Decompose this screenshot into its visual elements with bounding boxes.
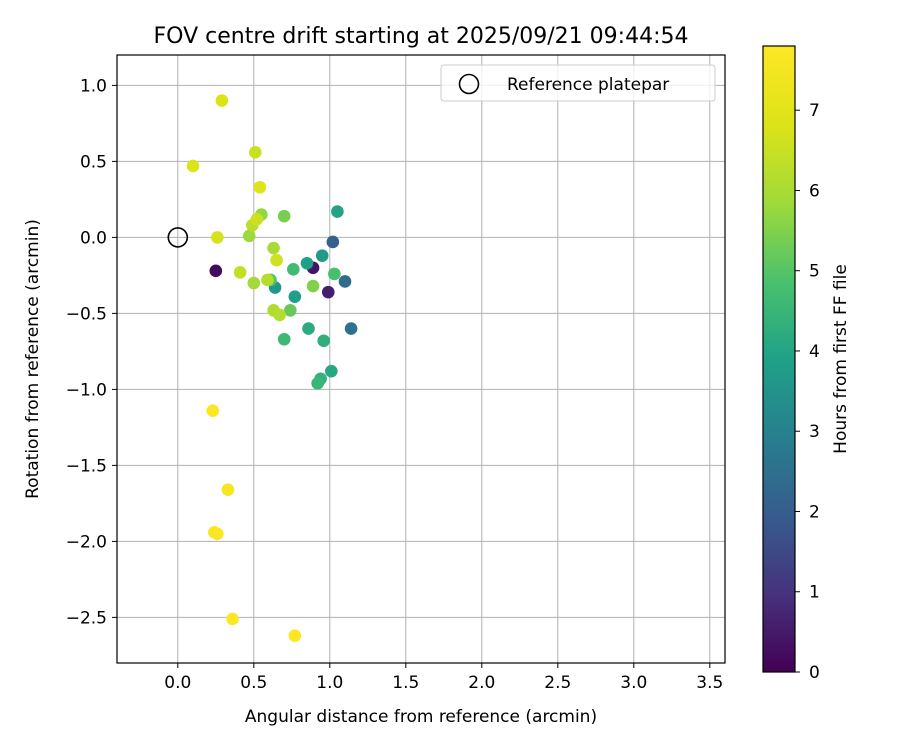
x-axis-label: Angular distance from reference (arcmin): [245, 707, 597, 727]
data-point: [215, 94, 229, 107]
colorbar-gradient: [762, 45, 796, 673]
data-point: [326, 235, 340, 249]
colorbar-ticks: 0 1 2 3 4 5 6 7: [795, 101, 820, 683]
y-tick-label: −2.0: [66, 532, 107, 552]
colorbar-tick-label: 4: [809, 342, 820, 362]
legend-label: Reference platepar: [507, 75, 669, 95]
y-axis-ticks: 1.0 0.5 0.0 −0.5 −1.0 −1.5 −2.0 −2.5: [66, 76, 117, 628]
y-tick-label: 0.5: [80, 152, 107, 172]
colorbar-tick-label: 7: [809, 101, 820, 121]
data-point: [221, 483, 235, 497]
data-point: [273, 308, 286, 322]
colorbar: 0 1 2 3 4 5 6 7 Hours from first FF file: [762, 45, 851, 683]
data-point: [186, 159, 200, 173]
data-point: [250, 212, 264, 226]
grid-lines: [117, 55, 725, 663]
colorbar-label: Hours from first FF file: [831, 264, 851, 454]
colorbar-tick-label: 0: [809, 663, 820, 683]
data-point: [249, 145, 262, 159]
y-tick-label: 0.0: [80, 228, 107, 248]
x-axis-ticks: 0.0 0.5 1.0 1.5 2.0 2.5 3.0 3.5: [164, 663, 723, 693]
data-point: [277, 209, 291, 223]
data-point: [206, 404, 220, 417]
x-tick-label: 2.5: [544, 673, 571, 693]
data-point: [211, 231, 224, 244]
data-point: [311, 377, 324, 390]
data-point: [287, 263, 300, 276]
chart-title: FOV centre drift starting at 2025/09/21 …: [154, 24, 689, 49]
data-point: [247, 276, 261, 290]
x-tick-label: 0.5: [240, 673, 267, 693]
data-point: [315, 249, 329, 262]
data-point: [211, 527, 224, 541]
x-tick-label: 1.5: [392, 673, 419, 693]
y-axis-label: Rotation from reference (arcmin): [23, 219, 43, 499]
data-point: [321, 285, 335, 299]
data-point: [270, 253, 283, 267]
colorbar-tick-label: 1: [809, 583, 820, 603]
data-point: [253, 180, 267, 194]
data-point: [226, 612, 239, 626]
data-point: [317, 334, 331, 348]
x-tick-label: 3.0: [620, 673, 647, 693]
data-point: [302, 322, 315, 335]
data-point: [267, 241, 280, 255]
y-tick-label: 1.0: [80, 76, 107, 96]
data-point: [233, 266, 247, 279]
data-point: [306, 279, 320, 293]
x-tick-label: 0.0: [164, 673, 191, 693]
colorbar-tick-label: 3: [809, 422, 820, 442]
x-tick-label: 3.5: [696, 673, 723, 693]
data-point: [344, 322, 358, 335]
data-point: [328, 267, 341, 281]
scatter-points: [186, 94, 358, 642]
legend-marker-icon: [458, 73, 480, 95]
y-tick-label: −1.5: [66, 456, 107, 476]
data-point: [242, 229, 256, 243]
plot-area-frame: [116, 54, 726, 664]
data-point: [283, 304, 297, 317]
colorbar-tick-label: 2: [809, 502, 820, 522]
data-point: [288, 629, 302, 642]
data-point: [288, 290, 302, 303]
y-tick-label: −1.0: [66, 380, 107, 400]
data-point: [261, 273, 274, 287]
colorbar-tick-label: 5: [809, 262, 820, 282]
data-point: [300, 256, 314, 270]
y-tick-label: −2.5: [66, 608, 107, 628]
data-point: [331, 205, 344, 218]
x-tick-label: 2.0: [468, 673, 495, 693]
data-point: [338, 275, 352, 288]
data-point: [325, 364, 338, 378]
legend-box: [440, 64, 716, 102]
x-tick-label: 1.0: [316, 673, 343, 693]
legend: Reference platepar: [440, 64, 716, 102]
reference-platepar-marker: [167, 227, 189, 248]
data-point: [277, 332, 291, 346]
y-tick-label: −0.5: [66, 304, 107, 324]
colorbar-tick-label: 6: [809, 181, 820, 201]
data-point: [209, 264, 223, 278]
